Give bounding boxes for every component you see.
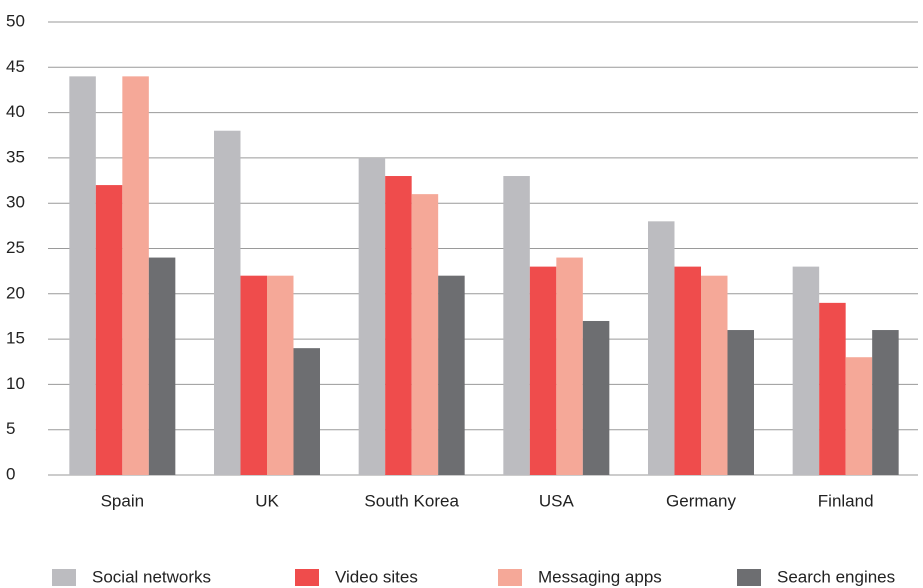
- x-tick-label: Finland: [818, 491, 874, 510]
- bar: [267, 275, 294, 475]
- bar: [385, 176, 412, 475]
- bar: [845, 357, 873, 475]
- bar: [674, 266, 701, 475]
- bar: [727, 330, 754, 475]
- bar: [438, 275, 465, 475]
- bar: [792, 266, 820, 475]
- legend-swatch: [295, 569, 319, 586]
- x-tick-label: South Korea: [364, 491, 459, 510]
- bar: [819, 302, 846, 475]
- y-tick-label: 50: [6, 11, 25, 30]
- y-tick-label: 5: [6, 419, 15, 438]
- bar: [122, 76, 149, 476]
- legend-swatch: [52, 569, 76, 586]
- legend-label: Social networks: [92, 567, 211, 586]
- legend-label: Video sites: [335, 567, 418, 586]
- bar: [529, 266, 557, 475]
- y-tick-label: 10: [6, 374, 25, 393]
- bar: [358, 157, 386, 475]
- bar: [582, 320, 610, 475]
- y-tick-label: 25: [6, 238, 25, 257]
- bar: [95, 185, 123, 475]
- bar: [240, 275, 267, 475]
- bar: [503, 176, 530, 475]
- bar: [214, 130, 241, 475]
- bar: [556, 257, 583, 475]
- bar: [648, 221, 675, 475]
- legend-swatch: [737, 569, 761, 586]
- x-tick-label: UK: [255, 491, 279, 510]
- x-tick-label: Spain: [101, 491, 144, 510]
- y-tick-label: 30: [6, 193, 25, 212]
- bar: [872, 330, 899, 475]
- y-tick-label: 20: [6, 283, 25, 302]
- legend-label: Search engines: [777, 567, 895, 586]
- bar: [69, 76, 96, 476]
- x-tick-label: Germany: [666, 491, 736, 510]
- y-tick-label: 40: [6, 102, 25, 121]
- y-tick-label: 35: [6, 147, 25, 166]
- bar: [411, 194, 439, 475]
- legend-label: Messaging apps: [538, 567, 662, 586]
- x-tick-label: USA: [539, 491, 575, 510]
- y-tick-label: 0: [6, 464, 15, 483]
- bar: [148, 257, 176, 475]
- legend-swatch: [498, 569, 522, 586]
- y-tick-label: 45: [6, 57, 25, 76]
- bar: [293, 348, 320, 475]
- y-tick-label: 15: [6, 329, 25, 348]
- bar: [701, 275, 728, 475]
